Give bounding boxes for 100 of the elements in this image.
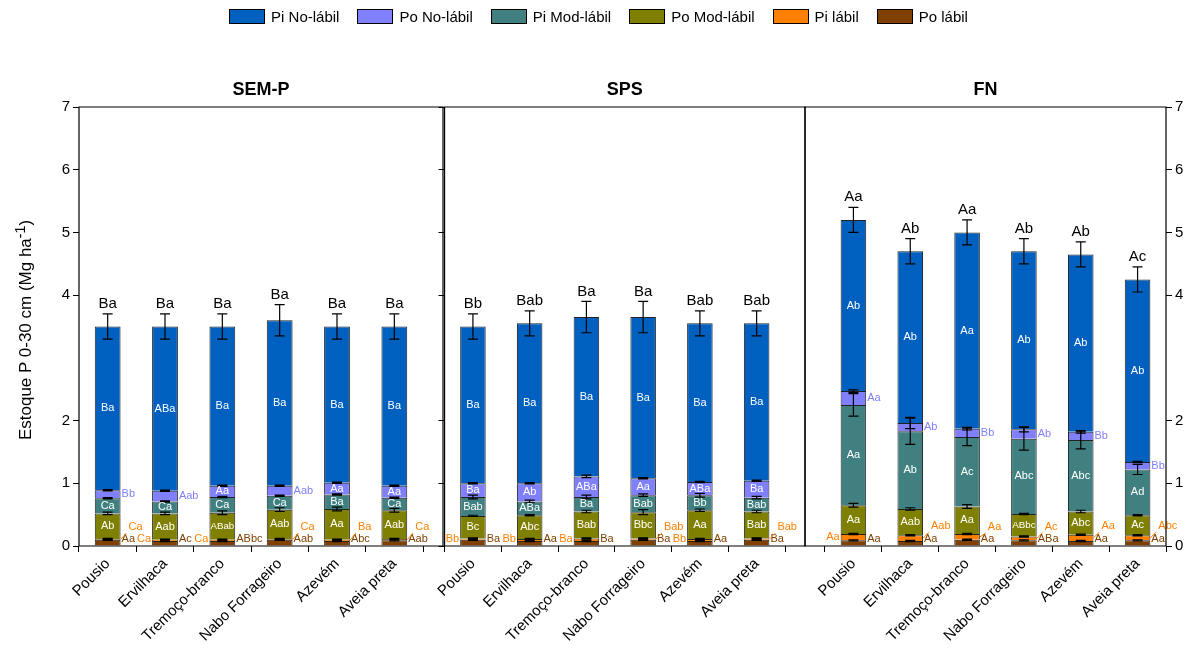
data-label: Bab (746, 497, 767, 510)
data-label: Ca (128, 520, 144, 533)
y-tick-label: 1 (61, 473, 70, 491)
y-tick-label: 2 (61, 410, 70, 428)
y-tick-label: 2 (1175, 410, 1184, 428)
data-label: Ab (1074, 336, 1088, 349)
data-label: Bb (445, 532, 460, 545)
y-tick-label: 4 (1175, 285, 1184, 303)
data-label: Bb (502, 532, 516, 545)
total-label: Ba (213, 294, 233, 312)
data-label: Ab (903, 463, 917, 476)
legend-label: Po No-lábil (399, 8, 473, 25)
data-label: ABa (689, 481, 712, 494)
total-label: Ab (901, 218, 920, 236)
data-label: Bb (672, 532, 687, 545)
data-label: Aa (543, 532, 558, 545)
data-label: ABa (576, 479, 598, 492)
total-label: Ba (633, 281, 653, 299)
data-label: Aa (713, 532, 728, 545)
y-tick-label: 7 (61, 97, 70, 115)
data-label: Bab (746, 518, 767, 531)
data-label: Ab (1017, 333, 1031, 346)
data-label: Ba (579, 389, 595, 402)
total-label: Ab (1014, 218, 1034, 236)
total-label: Bab (743, 290, 770, 308)
data-label: Aa (1094, 532, 1109, 545)
data-label: Aa (960, 323, 975, 336)
y-tick-label: 5 (61, 222, 70, 240)
data-label: Aa (987, 519, 1003, 532)
data-label: Aa (867, 391, 882, 404)
data-label: Ba (636, 390, 651, 403)
data-label: Ca (157, 500, 173, 513)
data-label: Ba (770, 532, 785, 545)
y-tick-label: 1 (1175, 473, 1184, 491)
total-label: Ba (577, 281, 597, 299)
data-label: Ac (960, 464, 974, 477)
data-label: Bab (463, 499, 483, 512)
total-label: Ba (98, 294, 118, 312)
data-label: Aab (293, 483, 314, 496)
data-label: Ab (522, 485, 537, 498)
data-label: Bc (466, 520, 480, 533)
total-label: Ba (155, 294, 175, 312)
data-label: Ab (846, 298, 861, 311)
data-label: Ba (486, 532, 502, 545)
total-label: Bb (463, 294, 483, 312)
data-label: Aa (693, 517, 708, 530)
data-label: Ca (415, 520, 431, 533)
chart-title: FN (973, 79, 998, 99)
data-label: Ba (600, 532, 615, 545)
data-label: Ca (272, 495, 288, 508)
total-label: Bab (516, 290, 544, 308)
total-label: Bab (686, 290, 714, 308)
data-label: Ac (178, 532, 193, 545)
data-label: Aab (178, 489, 199, 502)
data-label: Abc (1071, 516, 1091, 529)
data-label: Ab (1130, 363, 1145, 376)
data-label: Aa (387, 484, 402, 497)
data-label: Aa (846, 448, 862, 461)
data-label: Ba (579, 497, 595, 510)
data-label: Abc (1071, 468, 1091, 481)
data-label: Ba (466, 483, 481, 496)
total-label: Ba (385, 294, 405, 312)
data-label: Ba (693, 395, 708, 408)
data-label: Aa (636, 479, 651, 492)
data-label: Aa (1151, 532, 1166, 545)
data-label: Ca (137, 532, 152, 545)
data-label: ABbc (236, 532, 264, 545)
data-label: Ba (272, 396, 288, 409)
data-label: Aab (384, 517, 405, 530)
data-label: Aa (960, 513, 975, 526)
data-label: Ca (194, 532, 210, 545)
total-label: Ab (1071, 221, 1090, 239)
data-label: Ca (387, 497, 403, 510)
data-label: Ab (1037, 427, 1052, 440)
data-label: Aa (924, 532, 939, 545)
data-label: Abc (350, 532, 371, 545)
data-label: Aab (900, 515, 921, 528)
data-label: Aa (980, 532, 996, 545)
data-label: Ca (100, 498, 116, 511)
data-label: Aa (330, 517, 345, 530)
data-label: Bab (633, 496, 653, 509)
data-label: Bab (777, 520, 797, 533)
data-label: Aa (330, 481, 345, 494)
data-label: Aa (826, 530, 841, 543)
y-tick-label: 4 (61, 285, 70, 303)
y-tick-label: 6 (1175, 159, 1184, 177)
data-label: Ba (466, 397, 481, 410)
data-label: Aa (215, 484, 230, 497)
data-label: Ab (924, 420, 938, 433)
data-label: Ab (903, 330, 917, 343)
data-label: Ad (1130, 485, 1145, 498)
data-label: Abc (520, 520, 540, 533)
legend-label: Pi Mod-lábil (532, 8, 612, 25)
total-label: Aa (844, 187, 864, 205)
total-label: Aa (957, 200, 977, 218)
data-label: Abc (1014, 469, 1034, 482)
data-label: Ba (387, 399, 402, 412)
data-label: Aab (155, 519, 175, 532)
total-label: Ba (270, 284, 290, 302)
data-label: Ba (330, 494, 345, 507)
